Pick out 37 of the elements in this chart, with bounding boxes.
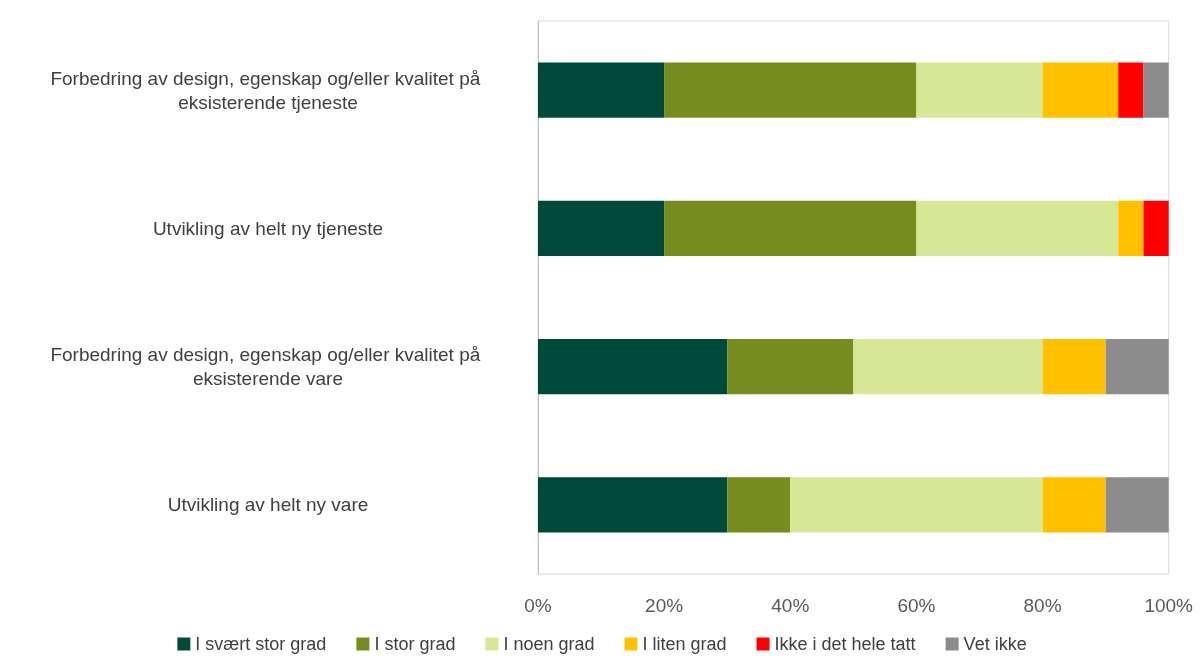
bar xyxy=(538,62,665,118)
x-tick-label: 60% xyxy=(897,595,936,616)
bar xyxy=(1042,62,1119,118)
x-tick-label: 80% xyxy=(1023,595,1062,616)
legend-label: I stor grad xyxy=(374,634,456,654)
x-tick-label: 40% xyxy=(771,595,810,616)
x-tick-label: 0% xyxy=(524,595,552,616)
y-tick-label: Utvikling av helt ny tjeneste xyxy=(152,217,384,239)
bar xyxy=(1105,338,1169,395)
bar xyxy=(538,477,728,533)
bar xyxy=(916,62,1043,118)
bar xyxy=(853,338,1043,395)
bar xyxy=(538,338,728,395)
x-tick-label: 100% xyxy=(1144,595,1194,616)
bar xyxy=(1118,62,1144,118)
legend-label: Ikke i det hele tatt xyxy=(774,634,916,654)
y-tick-label: Forbedring av design, egenskap og/eller kvalitet på eksisterende vare xyxy=(50,344,486,390)
y-tick-label: Forbedring av design, egenskap og/eller kvalitet på eksisterende tjeneste xyxy=(50,67,486,113)
bar xyxy=(1042,477,1106,533)
x-tick-label: 20% xyxy=(645,595,684,616)
bar xyxy=(1143,200,1169,257)
bar xyxy=(916,200,1119,257)
bar xyxy=(790,477,1043,533)
bar xyxy=(1143,62,1169,118)
y-tick-label: Utvikling av helt ny vare xyxy=(167,494,369,516)
bar xyxy=(1118,200,1144,257)
bar xyxy=(727,338,854,395)
bar xyxy=(538,200,665,257)
legend-label: I noen grad xyxy=(503,634,595,654)
legend-label: I liten grad xyxy=(642,634,727,654)
bar xyxy=(727,477,791,533)
bar xyxy=(1105,477,1169,533)
bar xyxy=(664,200,917,257)
bar xyxy=(664,62,917,118)
bar xyxy=(1042,338,1106,395)
legend-label: I svært stor grad xyxy=(195,634,327,654)
legend-label: Vet ikke xyxy=(963,634,1027,654)
